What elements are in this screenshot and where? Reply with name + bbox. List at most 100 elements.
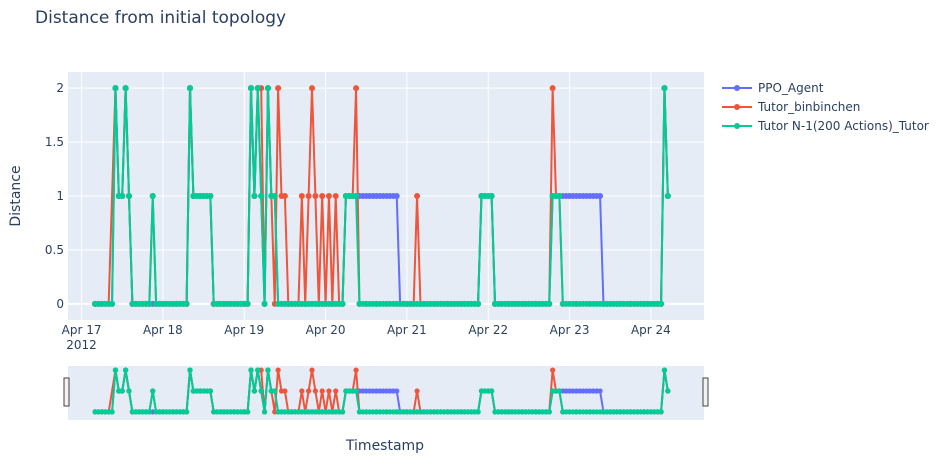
legend-label: PPO_Agent xyxy=(758,81,824,95)
series-point xyxy=(556,193,563,199)
x-tick-label: Apr 18 xyxy=(143,323,183,337)
x-tick-label: Apr 19 xyxy=(224,323,264,337)
series-point xyxy=(122,85,129,92)
x-tick-label: Apr 21 xyxy=(387,323,427,337)
series-point xyxy=(597,193,604,199)
slider-series-point xyxy=(150,388,156,394)
slider-series-point xyxy=(353,388,359,394)
slider-series-point xyxy=(126,388,132,394)
slider-series-point xyxy=(248,367,254,373)
slider-series-point xyxy=(309,367,315,373)
series-point xyxy=(475,300,482,307)
range-slider-left-handle[interactable] xyxy=(63,377,70,407)
series-3 xyxy=(92,85,671,307)
series-point xyxy=(488,193,495,199)
x-tick-label: Apr 17 xyxy=(62,323,102,337)
series-point xyxy=(393,193,400,199)
slider-series-point xyxy=(112,367,119,373)
series-point xyxy=(353,193,360,199)
series-point xyxy=(264,85,271,92)
slider-series-point xyxy=(109,409,115,415)
y-tick-label: 0 xyxy=(56,297,64,311)
series-point xyxy=(312,193,319,199)
series-point xyxy=(248,85,255,92)
series-point xyxy=(332,193,339,199)
slider-series-point xyxy=(665,388,671,394)
y-tick-label: 0.5 xyxy=(45,243,64,257)
slider-series-point xyxy=(414,388,420,394)
x-tick-label: Apr 23 xyxy=(550,323,590,337)
series-point xyxy=(149,193,156,199)
y-tick-label: 1 xyxy=(56,189,64,203)
slider-series-point xyxy=(184,409,190,415)
series-point xyxy=(183,300,190,307)
series-point xyxy=(207,193,214,199)
slider-series-point xyxy=(556,388,563,394)
slider-series-point xyxy=(123,367,129,373)
series-point xyxy=(261,300,268,307)
legend-item[interactable]: PPO_Agent xyxy=(722,81,824,95)
series-point xyxy=(664,193,671,199)
slider-series-point xyxy=(146,409,152,415)
range-slider-series xyxy=(92,367,671,415)
series-point xyxy=(319,193,326,199)
slider-series-point xyxy=(489,388,495,394)
x-tick-label: Apr 24 xyxy=(631,323,671,337)
series-point xyxy=(661,85,668,92)
series-point xyxy=(112,85,119,92)
x-tick-label: Apr 20 xyxy=(306,323,346,337)
series-point xyxy=(109,300,116,307)
series-point xyxy=(325,193,332,199)
y-tick-labels: 0 0.5 1 1.5 2 xyxy=(45,81,64,311)
y-tick-label: 2 xyxy=(56,81,64,95)
slider-series-point xyxy=(339,409,346,415)
slider-series-point xyxy=(255,367,261,373)
legend-item[interactable]: Tutor_binbinchen xyxy=(722,100,860,114)
slider-series-point xyxy=(245,409,251,415)
slider-series-point xyxy=(119,388,125,394)
series-point xyxy=(119,193,126,199)
legend-label: Tutor_binbinchen xyxy=(757,100,860,114)
range-slider-right-handle[interactable] xyxy=(702,377,709,407)
legend-swatch-marker xyxy=(734,104,740,110)
series-point xyxy=(271,193,278,199)
legend-item[interactable]: Tutor N-1(200 Actions)_Tutor xyxy=(722,119,929,133)
y-tick-label: 1.5 xyxy=(45,135,64,149)
series-layer xyxy=(92,85,671,307)
slider-series-point xyxy=(187,367,193,373)
series-point xyxy=(546,300,553,307)
series-point xyxy=(281,193,288,199)
series-point xyxy=(339,300,346,307)
slider-series-point xyxy=(326,388,332,394)
x-tick-year-label: 2012 xyxy=(66,338,97,352)
slider-series-point xyxy=(353,367,359,373)
series-point xyxy=(353,85,360,92)
slider-series-point xyxy=(597,388,603,394)
slider-series-point xyxy=(207,388,213,394)
slider-series-point xyxy=(275,367,281,373)
chart-title: Distance from initial topology xyxy=(35,8,286,28)
series-point xyxy=(258,193,265,199)
series-point xyxy=(146,300,153,307)
series-point xyxy=(658,300,665,307)
slider-series-point xyxy=(251,388,257,394)
series-point xyxy=(275,85,282,92)
series-point xyxy=(549,85,556,92)
legend: PPO_Agent Tutor_binbinchen Tutor N-1(200 A… xyxy=(722,81,929,133)
slider-series-point xyxy=(546,409,552,415)
x-tick-label: Apr 22 xyxy=(468,323,508,337)
legend-swatch-marker xyxy=(734,85,740,91)
slider-series-point xyxy=(282,388,288,394)
slider-series-point xyxy=(394,388,400,394)
series-point xyxy=(414,193,421,199)
series-point xyxy=(298,193,305,199)
series-point xyxy=(254,85,261,92)
slider-series-point xyxy=(299,388,305,394)
slider-series-point xyxy=(319,388,325,394)
legend-swatch-marker xyxy=(734,123,740,129)
slider-series-point xyxy=(312,388,318,394)
slider-series-point xyxy=(550,367,556,373)
slider-series-point xyxy=(333,388,339,394)
